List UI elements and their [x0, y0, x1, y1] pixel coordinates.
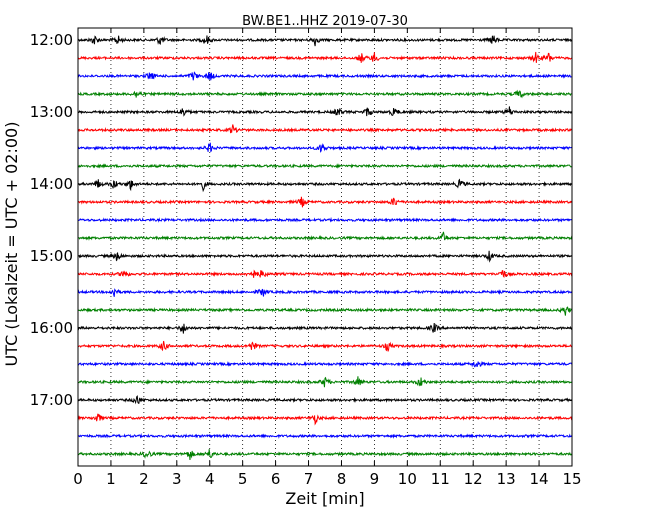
x-tick-label: 14: [530, 470, 549, 488]
x-tick-label: 10: [398, 470, 417, 488]
trace-line: [77, 395, 573, 405]
trace-line: [77, 322, 573, 334]
y-tick-label: 17:00: [30, 391, 73, 409]
trace-line: [77, 216, 573, 223]
x-tick-label: 0: [73, 470, 83, 488]
y-tick-label: 16:00: [30, 319, 73, 337]
x-tick-label: 8: [337, 470, 347, 488]
chart-title: BW.BE1..HHZ 2019-07-30: [242, 14, 408, 29]
trace-line: [77, 449, 573, 460]
trace-line: [77, 178, 573, 193]
x-tick-label: 13: [497, 470, 516, 488]
trace-line: [77, 106, 573, 117]
y-tick-label: 13:00: [30, 103, 73, 121]
plot-frame: [77, 27, 573, 467]
x-tick-label: 5: [238, 470, 248, 488]
x-tick-label: 4: [205, 470, 215, 488]
trace-line: [77, 51, 573, 63]
trace-line: [77, 340, 573, 352]
x-tick-label: 6: [271, 470, 281, 488]
x-tick-label: 12: [464, 470, 483, 488]
trace-line: [77, 89, 573, 99]
trace-line: [77, 360, 573, 368]
trace-line: [77, 432, 573, 439]
trace-lines: [77, 35, 573, 460]
y-axis-label: UTC (Lokalzeit = UTC + 02:00): [2, 122, 21, 367]
trace-line: [77, 306, 573, 316]
x-tick-label: 2: [139, 470, 149, 488]
y-tick-label: 12:00: [30, 31, 73, 49]
trace-line: [77, 35, 573, 47]
trace-line: [77, 142, 573, 153]
trace-line: [77, 124, 573, 134]
trace-line: [77, 231, 573, 241]
trace-line: [77, 71, 573, 81]
trace-line: [77, 413, 573, 426]
trace-line: [77, 196, 573, 208]
x-tick-label: 11: [431, 470, 450, 488]
trace-line: [77, 269, 573, 278]
trace-line: [77, 163, 573, 169]
x-tick-label: 7: [304, 470, 314, 488]
trace-line: [77, 288, 573, 297]
x-tick-label: 9: [370, 470, 380, 488]
x-axis-label: Zeit [min]: [285, 489, 364, 508]
y-tick-label: 15:00: [30, 247, 73, 265]
axis-ticks: [77, 28, 573, 466]
y-tick-labels: 12:00 13:00 14:00 15:00 16:00 17:00: [30, 31, 73, 409]
y-tick-label: 14:00: [30, 175, 73, 193]
x-tick-label: 1: [106, 470, 116, 488]
x-tick-labels: 0 1 2 3 4 5 6 7 8 9 10 11 12 13 14 15: [73, 470, 581, 488]
trace-line: [77, 250, 573, 263]
x-tick-label: 3: [172, 470, 182, 488]
trace-line: [77, 376, 573, 388]
x-tick-label: 15: [562, 470, 581, 488]
